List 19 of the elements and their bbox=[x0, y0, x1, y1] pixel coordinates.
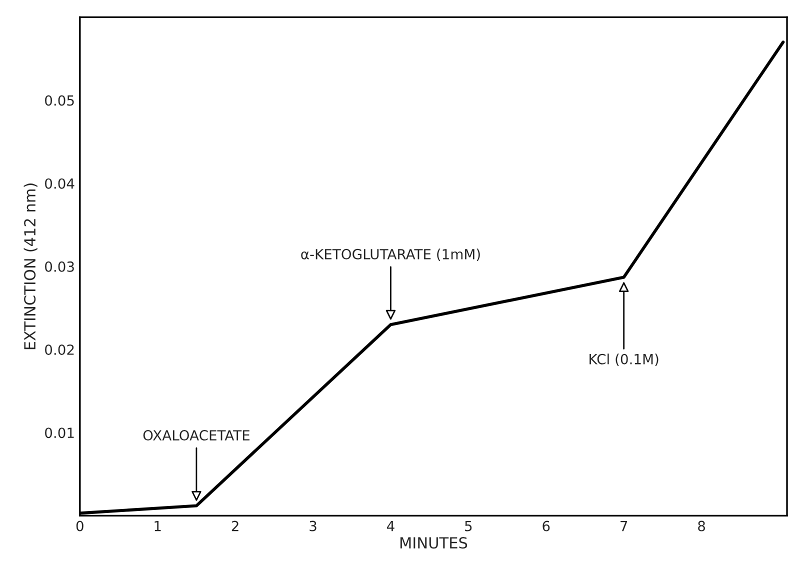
annotation: α-KETOGLUTARATE (1mM) bbox=[301, 248, 480, 262]
x-tick-label: 1 bbox=[154, 520, 161, 532]
x-tick-label: 8 bbox=[698, 520, 706, 532]
y-tick-label: 0.04 bbox=[45, 178, 74, 189]
x-axis-title: MINUTES bbox=[400, 537, 468, 549]
annotation: OXALOACETATE bbox=[143, 430, 250, 441]
y-tick-label: 0.01 bbox=[45, 428, 74, 438]
y-tick-label: 0.03 bbox=[45, 261, 74, 272]
x-tick-label: 3 bbox=[310, 520, 316, 532]
x-tick-label: 2 bbox=[232, 520, 238, 532]
y-tick-label: 0.02 bbox=[45, 344, 74, 356]
x-tick-label: 0 bbox=[76, 520, 84, 532]
x-tick-label: 6 bbox=[542, 520, 550, 532]
y-axis-title: EXTINCTION (412 nm) bbox=[24, 184, 38, 350]
x-tick-label: 5 bbox=[465, 520, 472, 532]
x-tick-label: 7 bbox=[620, 520, 628, 532]
y-tick-label: 0.05 bbox=[45, 95, 74, 106]
annotation: KCl (0.1M) bbox=[590, 354, 658, 366]
x-tick-label: 4 bbox=[386, 520, 394, 532]
